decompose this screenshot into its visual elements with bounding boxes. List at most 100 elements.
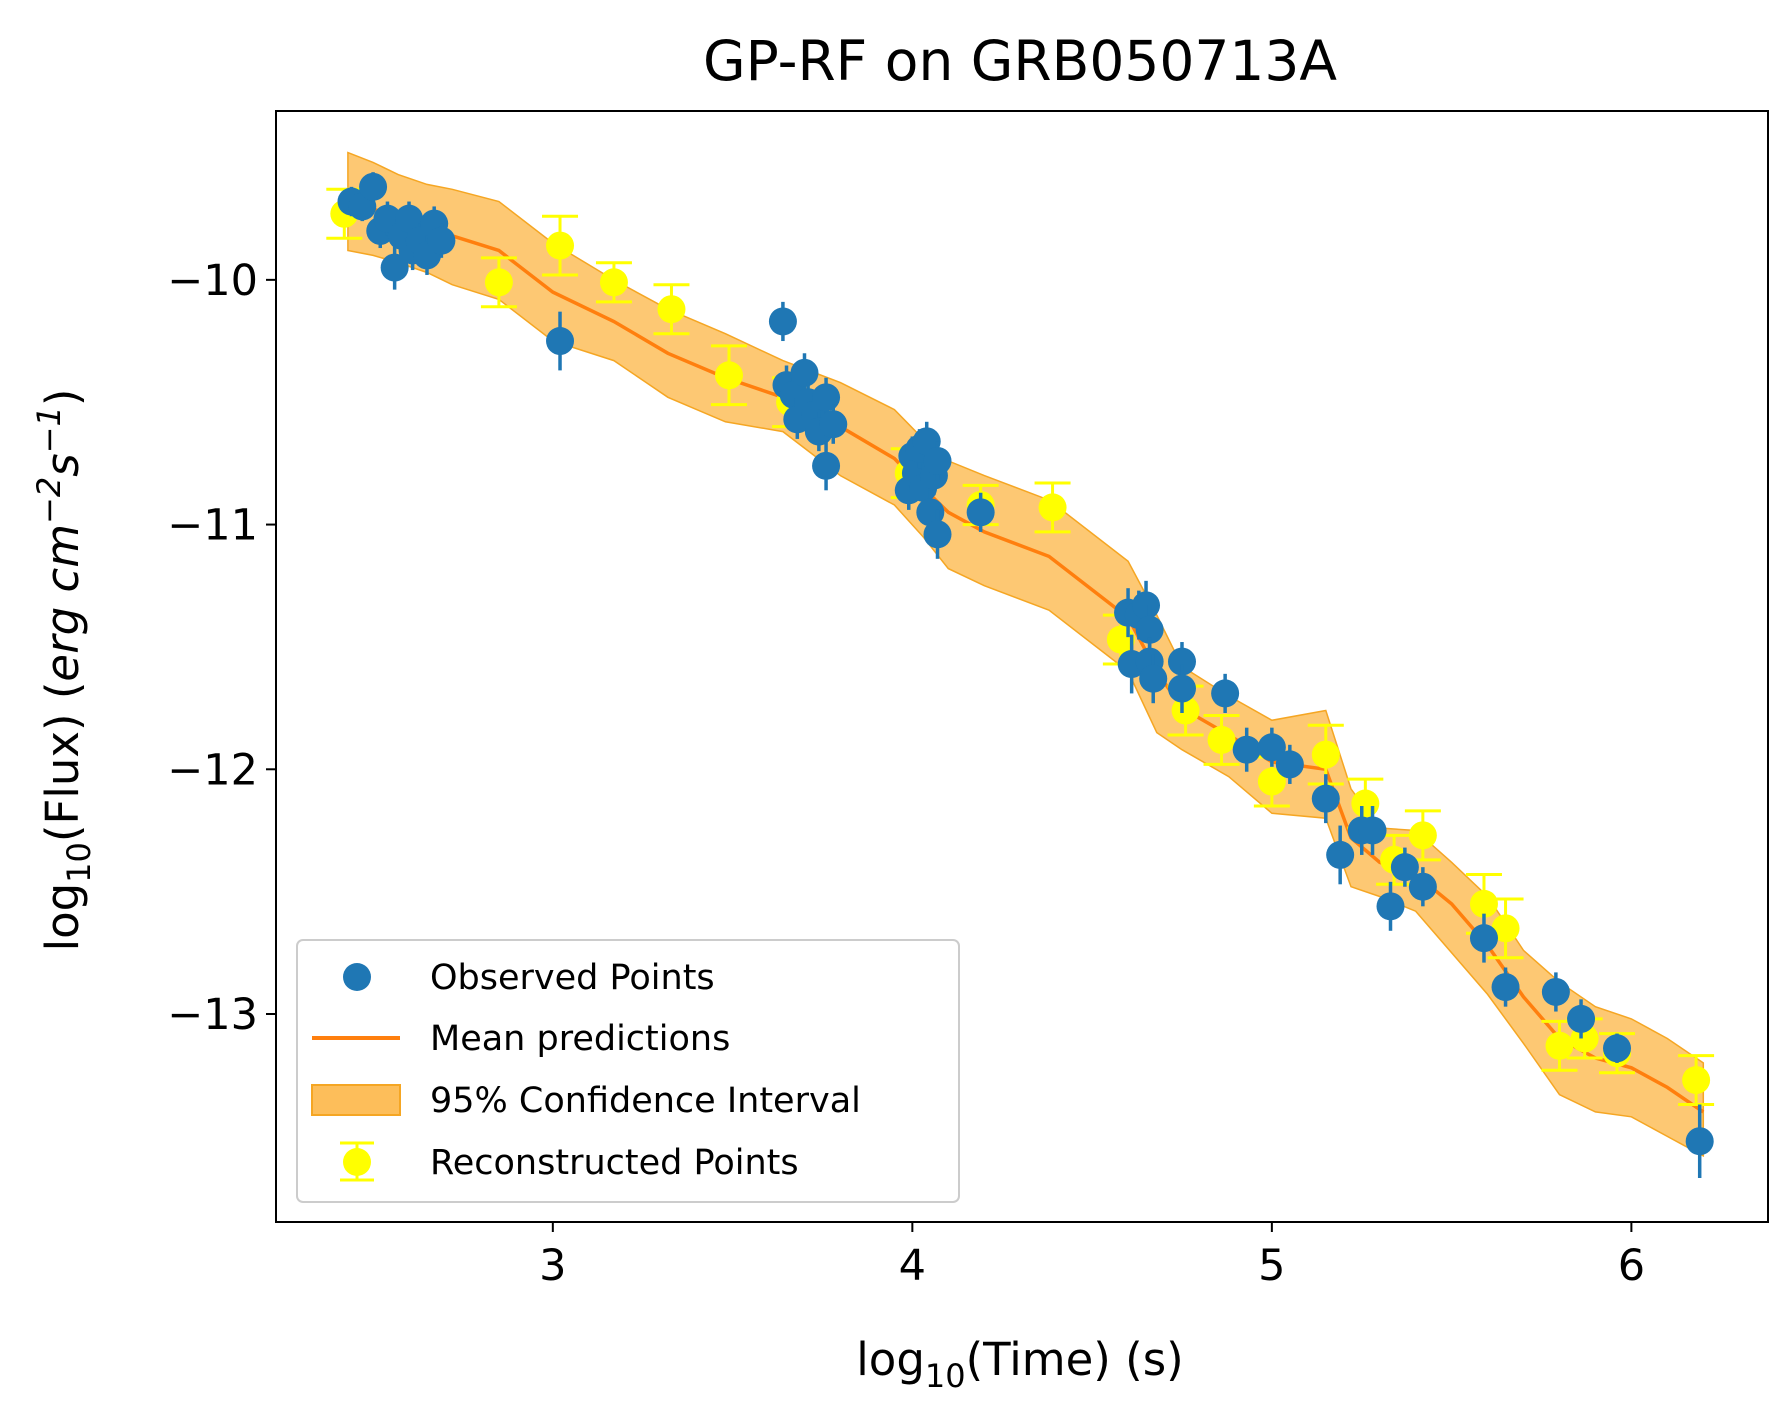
observed-marker — [395, 204, 424, 233]
y-axis-label-pre: log — [36, 883, 89, 952]
reconstructed-point-12 — [1203, 713, 1240, 766]
y-axis-label: log10(Flux) (erg cm−2s−1) — [30, 389, 98, 952]
reconstructed-marker — [1682, 1066, 1711, 1095]
reconstructed-point-9 — [1034, 481, 1071, 534]
y-tick-label: −11 — [167, 501, 258, 551]
observed-point-14 — [768, 301, 797, 342]
observed-point-7 — [395, 201, 424, 236]
observed-point-48 — [1275, 744, 1304, 784]
reconstructed-marker — [1491, 914, 1520, 943]
y-axis-label-exp1: −2 — [30, 477, 68, 524]
observed-marker — [427, 226, 456, 255]
x-tick-label: 5 — [1258, 1241, 1285, 1291]
reconstructed-marker — [599, 268, 628, 297]
x-axis-label-post: (Time) (s) — [966, 1333, 1184, 1386]
observed-point-23 — [812, 441, 841, 491]
observed-point-44 — [1167, 664, 1196, 713]
observed-marker — [1232, 735, 1261, 764]
observed-marker — [359, 172, 388, 201]
observed-marker — [1135, 615, 1164, 644]
observed-marker — [1685, 1127, 1714, 1156]
observed-marker — [923, 520, 952, 549]
observed-point-35 — [966, 492, 995, 532]
observed-point-33 — [923, 441, 952, 481]
reconstructed-marker — [714, 361, 743, 390]
reconstructed-point-1 — [480, 256, 517, 309]
reconstructed-point-4 — [653, 283, 690, 336]
y-tick-label: −13 — [167, 990, 258, 1040]
observed-marker — [380, 253, 409, 282]
observed-point-42 — [1139, 654, 1168, 704]
observed-point-22 — [812, 377, 841, 417]
observed-point-52 — [1358, 805, 1387, 855]
observed-marker — [812, 451, 841, 480]
observed-points-layer — [337, 172, 1714, 1178]
plot-frame — [275, 110, 1769, 1223]
legend-band-label: 95% Confidence Interval — [430, 1081, 861, 1121]
observed-point-61 — [1685, 1104, 1714, 1178]
observed-marker — [1139, 664, 1168, 693]
confidence-band — [347, 151, 1705, 1158]
y-axis-label-unit: erg cm — [36, 524, 89, 682]
y-axis-label-unit2: s — [36, 453, 89, 476]
reconstructed-marker — [1469, 889, 1498, 918]
observed-marker — [819, 410, 848, 439]
reconstructed-marker — [1545, 1031, 1574, 1060]
observed-marker — [1257, 733, 1286, 762]
observed-marker — [1491, 973, 1520, 1002]
observed-point-24 — [819, 404, 848, 444]
observed-point-57 — [1491, 967, 1520, 1007]
observed-marker — [790, 358, 819, 387]
reconstructed-marker — [1038, 493, 1067, 522]
reconstructed-point-3 — [595, 261, 632, 304]
y-axis-label-mid: (Flux) ( — [36, 682, 89, 843]
observed-point-18 — [790, 353, 819, 393]
observed-point-45 — [1211, 673, 1240, 713]
legend-reconstructed-label: Reconstructed Points — [430, 1143, 799, 1183]
y-axis-label-post: ) — [36, 389, 89, 407]
observed-point-46 — [1232, 727, 1261, 772]
observed-marker — [1469, 924, 1498, 953]
legend-mean-label: Mean predictions — [430, 1019, 730, 1059]
reconstructed-point-2 — [542, 214, 579, 277]
legend-box — [296, 939, 960, 1203]
observed-point-49 — [1311, 774, 1340, 824]
reconstructed-marker — [1257, 767, 1286, 796]
observed-point-47 — [1257, 727, 1286, 767]
reconstructed-marker — [1351, 789, 1380, 818]
observed-point-56 — [1469, 913, 1498, 963]
reconstructed-point-23 — [1678, 1054, 1715, 1107]
observed-marker — [1211, 679, 1240, 708]
y-axis-label-exp2: −1 — [30, 406, 68, 453]
observed-marker — [1358, 816, 1387, 845]
x-tick-label: 6 — [1618, 1241, 1645, 1291]
observed-marker — [1167, 674, 1196, 703]
observed-point-2 — [359, 172, 388, 202]
observed-marker — [1390, 853, 1419, 882]
observed-point-12 — [427, 223, 456, 258]
reconstructed-marker — [484, 268, 513, 297]
observed-point-60 — [1603, 1033, 1632, 1063]
x-axis-label-pre: log — [856, 1333, 925, 1386]
observed-marker — [1275, 750, 1304, 779]
observed-marker — [1603, 1034, 1632, 1063]
y-tick-label: −12 — [167, 745, 258, 795]
reconstructed-marker — [1207, 725, 1236, 754]
legend: Observed Points Mean predictions 95% Con… — [296, 939, 960, 1203]
confidence-band-layer — [347, 151, 1705, 1158]
x-axis-label: log10(Time) (s) — [856, 1333, 1183, 1395]
y-axis-ticks: −10 −11 −12 −13 — [167, 256, 276, 1040]
observed-marker — [1311, 784, 1340, 813]
chart-title: GP-RF on GRB050713A — [703, 29, 1337, 93]
observed-point-53 — [1376, 881, 1405, 931]
observed-marker — [1408, 872, 1437, 901]
x-axis-label-sub: 10 — [925, 1357, 966, 1395]
reconstructed-point-19 — [1487, 897, 1524, 960]
legend-observed-label: Observed Points — [430, 958, 715, 998]
reconstructed-marker — [546, 231, 575, 260]
reconstructed-marker — [1171, 696, 1200, 725]
observed-marker — [768, 307, 797, 336]
legend-recon-dot — [343, 1148, 371, 1176]
